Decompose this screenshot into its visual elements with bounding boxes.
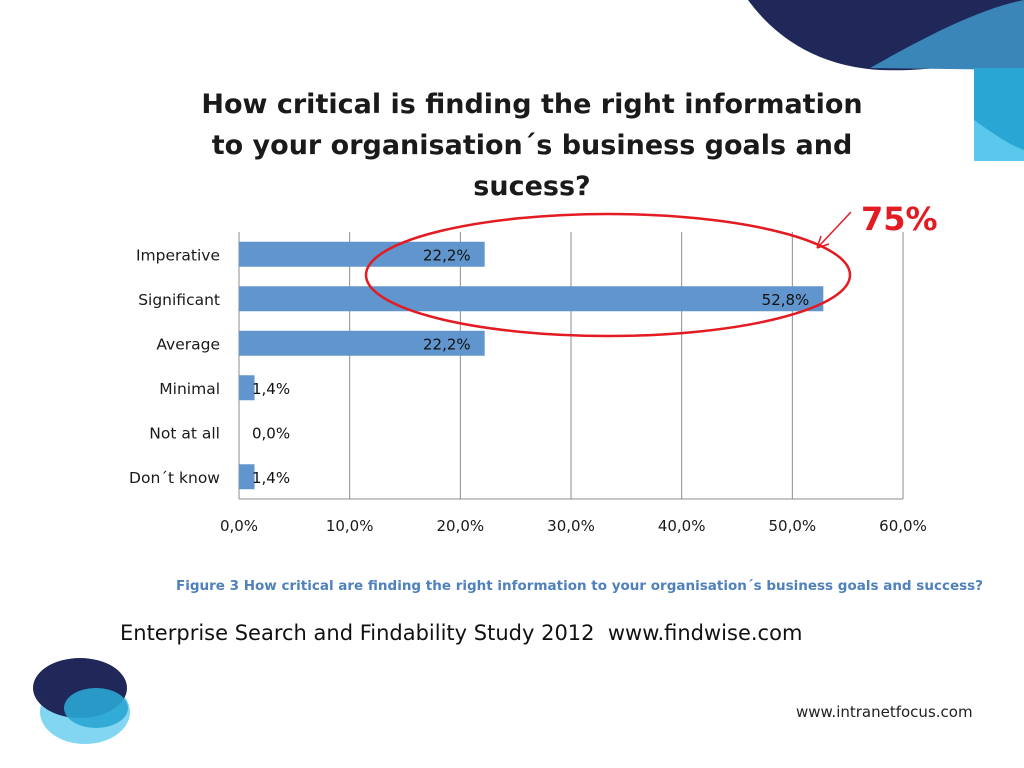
category-label: Don´t know: [129, 469, 220, 487]
data-label: 0,0%: [252, 424, 290, 442]
x-tick-label: 60,0%: [879, 517, 927, 535]
data-label: 1,4%: [252, 469, 290, 487]
category-label: Imperative: [136, 246, 220, 264]
x-tick-label: 10,0%: [326, 517, 374, 535]
callout-arrowhead: [816, 235, 830, 249]
x-tick-label: 0,0%: [220, 517, 258, 535]
data-label: 22,2%: [423, 335, 471, 353]
bar: [239, 464, 255, 490]
bar: [239, 375, 255, 401]
x-tick-label: 50,0%: [769, 517, 817, 535]
chart-title-line: How critical is finding the right inform…: [201, 89, 863, 120]
category-label: Not at all: [149, 424, 220, 442]
footer-url: www.intranetfocus.com: [796, 703, 973, 721]
source-line: Enterprise Search and Findability Study …: [120, 621, 803, 645]
bar-chart: 0,0% 10,0% 20,0% 30,0% 40,0% 50,0% 60,0% Impera…: [129, 211, 927, 535]
callout-75-percent: 75%: [861, 200, 938, 238]
bar: [239, 330, 485, 356]
category-label: Minimal: [159, 380, 220, 398]
category-label: Significant: [138, 291, 220, 309]
data-label: 1,4%: [252, 380, 290, 398]
callout-arrow: [819, 211, 852, 246]
bottom-left-blob-logo: [33, 658, 130, 744]
data-label: 52,8%: [762, 291, 810, 309]
bar: [239, 286, 824, 312]
chart-title-line: sucess?: [473, 171, 591, 202]
category-label: Average: [156, 335, 220, 353]
highlight-ellipse: [364, 212, 852, 338]
figure-caption: Figure 3 How critical are finding the ri…: [176, 578, 984, 594]
x-tick-label: 30,0%: [547, 517, 595, 535]
bar: [239, 241, 485, 267]
chart-title-line: to your organisation´s business goals an…: [211, 130, 853, 161]
x-tick-label: 40,0%: [658, 517, 706, 535]
top-right-swoosh-logo: [748, 0, 1024, 161]
chart-title: How critical is finding the right inform…: [200, 84, 864, 207]
x-tick-label: 20,0%: [437, 517, 485, 535]
data-label: 22,2%: [423, 246, 471, 264]
